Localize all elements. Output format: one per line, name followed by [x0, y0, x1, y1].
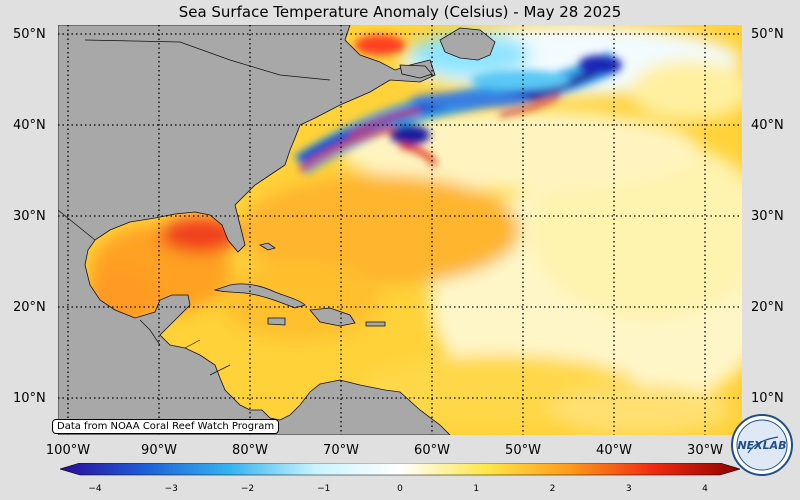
lon-label: 80°W	[232, 443, 268, 458]
colorbar-tick-label: 3	[625, 484, 632, 494]
colorbar-tick-label: 2	[549, 484, 556, 494]
svg-text:NEXLAB: NEXLAB	[737, 439, 786, 452]
lat-label-right: 40°N	[751, 118, 784, 133]
lon-label: 70°W	[323, 443, 359, 458]
colorbar-tick-label: 4	[702, 484, 708, 494]
land	[58, 25, 496, 435]
lon-label: 100°W	[45, 443, 91, 458]
borders	[58, 39, 331, 376]
colorbar-tick-label: −1	[317, 484, 331, 494]
colorbar-tick-label: −3	[164, 484, 178, 494]
lat-label-left: 40°N	[13, 118, 46, 133]
nexlab-logo: NEXLAB	[731, 414, 793, 476]
lat-label-left: 50°N	[13, 27, 46, 42]
data-credit: Data from NOAA Coral Reef Watch Program	[52, 419, 280, 434]
lon-label: 90°W	[141, 443, 177, 458]
lon-label: 60°W	[414, 443, 450, 458]
lon-label: 50°W	[505, 443, 541, 458]
lon-label: 30°W	[687, 443, 723, 458]
gulf-stream-filaments	[294, 35, 622, 175]
map-title: Sea Surface Temperature Anomaly (Celsius…	[178, 3, 622, 21]
colorbar-tick-label: 0	[397, 484, 403, 494]
lat-label-left: 20°N	[13, 300, 46, 315]
colorbar-tick-label: 1	[473, 484, 480, 494]
lat-label-right: 30°N	[751, 209, 784, 224]
lat-label-left: 30°N	[13, 209, 46, 224]
lat-label-right: 50°N	[751, 27, 784, 42]
lon-label: 40°W	[596, 443, 632, 458]
colorbar-tick-label: −2	[240, 484, 255, 494]
gridlines	[58, 25, 742, 435]
colorbar	[60, 463, 740, 476]
colorbar-tick-label: −4	[88, 484, 102, 494]
lat-label-right: 10°N	[751, 391, 784, 406]
lat-label-right: 20°N	[751, 300, 784, 315]
lat-label-left: 10°N	[13, 391, 46, 406]
